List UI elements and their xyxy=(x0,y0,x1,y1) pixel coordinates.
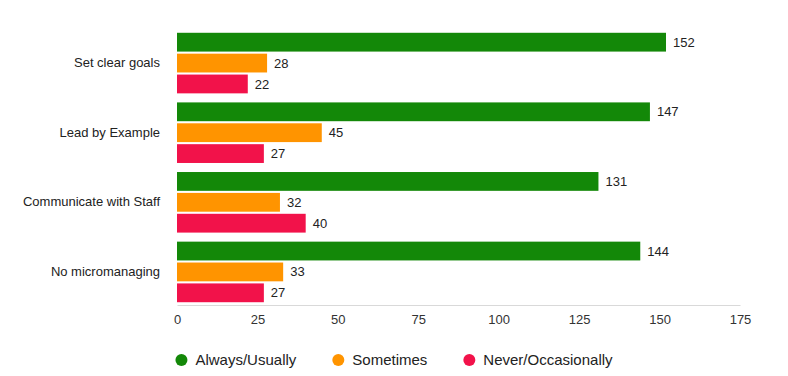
x-axis-line xyxy=(178,305,741,306)
bar xyxy=(177,54,267,73)
legend-item: Always/Usually xyxy=(175,351,296,368)
x-tick: 175 xyxy=(730,305,752,327)
x-tick-label: 125 xyxy=(569,312,591,327)
data-label: 144 xyxy=(647,244,669,259)
data-label: 28 xyxy=(274,56,288,71)
data-label: 152 xyxy=(673,35,695,50)
x-tick-label: 100 xyxy=(488,312,510,327)
x-tick: 50 xyxy=(331,305,345,327)
x-tick-label: 0 xyxy=(174,312,181,327)
x-tick-label: 150 xyxy=(649,312,671,327)
bar xyxy=(177,242,640,261)
x-tick: 125 xyxy=(569,305,591,327)
x-tick: 100 xyxy=(488,305,510,327)
y-axis: Set clear goals Lead by Example Communicat… xyxy=(23,55,177,279)
x-tick: 150 xyxy=(649,305,671,327)
data-label: 22 xyxy=(255,77,269,92)
legend-swatch xyxy=(332,354,344,366)
bar xyxy=(177,214,306,233)
data-label: 27 xyxy=(271,285,285,300)
bars xyxy=(177,33,666,302)
legend-swatch xyxy=(463,354,475,366)
data-label: 33 xyxy=(290,264,304,279)
data-label: 45 xyxy=(329,125,343,140)
chart: 0 25 50 75 100 125 150 175 Set clear goals Lead b… xyxy=(0,0,788,376)
legend-label: Never/Occasionally xyxy=(483,351,613,368)
legend-swatch xyxy=(175,354,187,366)
bar xyxy=(177,172,598,191)
legend-label: Always/Usually xyxy=(195,351,296,368)
data-label: 131 xyxy=(605,174,627,189)
bar xyxy=(177,75,248,94)
bar xyxy=(177,144,264,163)
legend: Always/Usually Sometimes Never/Occasionall… xyxy=(175,351,613,368)
x-axis: 0 25 50 75 100 125 150 175 xyxy=(174,305,751,327)
data-label: 27 xyxy=(271,146,285,161)
y-tick: No micromanaging xyxy=(51,264,177,279)
legend-label: Sometimes xyxy=(352,351,427,368)
legend-item: Sometimes xyxy=(332,351,427,368)
bar xyxy=(177,123,322,142)
x-tick-label: 175 xyxy=(730,312,752,327)
y-tick-label: No micromanaging xyxy=(51,264,160,279)
data-label: 147 xyxy=(657,104,679,119)
bar xyxy=(177,102,650,121)
bar xyxy=(177,193,280,212)
y-tick: Set clear goals xyxy=(74,55,177,70)
y-tick: Communicate with Staff xyxy=(23,194,177,209)
y-tick-label: Set clear goals xyxy=(74,55,160,70)
data-labels: 152 147 131 144 28 45 32 33 22 27 40 27 xyxy=(255,35,695,301)
bar xyxy=(177,33,666,52)
data-label: 32 xyxy=(287,195,301,210)
legend-item: Never/Occasionally xyxy=(463,351,613,368)
y-tick-label: Communicate with Staff xyxy=(23,194,160,209)
data-label: 40 xyxy=(313,216,327,231)
x-tick-label: 75 xyxy=(412,312,426,327)
y-tick: Lead by Example xyxy=(60,125,177,140)
bar xyxy=(177,263,283,282)
x-tick: 75 xyxy=(412,305,426,327)
y-tick-label: Lead by Example xyxy=(60,125,160,140)
x-tick: 0 xyxy=(174,305,181,327)
bar xyxy=(177,283,264,302)
x-tick-label: 25 xyxy=(251,312,265,327)
x-tick-label: 50 xyxy=(331,312,345,327)
x-tick: 25 xyxy=(251,305,265,327)
plot: 0 25 50 75 100 125 150 175 Set clear goals Lead b… xyxy=(23,33,751,327)
